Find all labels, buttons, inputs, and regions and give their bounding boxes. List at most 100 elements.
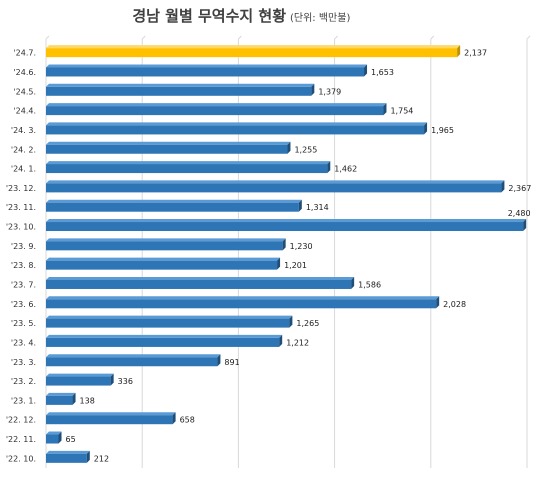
category-label: '23. 4. [11, 338, 36, 347]
value-label: 1,653 [371, 68, 394, 77]
bar-side-face [282, 238, 286, 251]
gridlines [45, 35, 531, 468]
value-label: 1,212 [286, 338, 309, 347]
category-label: '24. 2. [11, 145, 36, 154]
bar-side-face [523, 219, 527, 232]
bar [46, 260, 278, 270]
gridline-top [141, 35, 146, 40]
bar-group [46, 276, 355, 289]
bar-group [46, 199, 302, 212]
bar-group [46, 64, 368, 77]
value-label: 336 [118, 377, 133, 386]
bar-side-face [86, 450, 90, 463]
bar [46, 106, 384, 116]
bar-top-face [46, 373, 114, 377]
bar-side-face [351, 276, 355, 289]
bar-top-face [46, 392, 76, 396]
bar-side-face [287, 141, 291, 154]
category-label: '22. 11. [6, 435, 36, 444]
gridline-top [238, 35, 242, 40]
value-label: 1,754 [390, 107, 413, 116]
bar-side-face [298, 199, 302, 212]
bar-top-face [46, 83, 315, 87]
category-label: '24.5. [13, 87, 36, 96]
bar-top-face [46, 141, 291, 145]
bar-group [46, 431, 62, 444]
category-label: '23. 6. [11, 300, 36, 309]
value-label: 138 [80, 396, 95, 405]
value-label: 2,028 [443, 300, 466, 309]
bar [46, 202, 299, 212]
category-label: '23. 2. [11, 377, 36, 386]
bar-group [46, 354, 221, 367]
bar-top-face [46, 431, 62, 435]
bar-top-face [46, 450, 90, 454]
bar-group [46, 334, 283, 347]
category-label: '23. 7. [11, 280, 36, 289]
bar-top-face [46, 238, 286, 242]
value-label: 1,462 [334, 165, 357, 174]
bar [46, 86, 312, 96]
bar-top-face [46, 334, 283, 338]
bar [46, 48, 458, 58]
bar [46, 241, 283, 251]
bar-side-face [58, 431, 62, 444]
value-label: 658 [180, 416, 195, 425]
bar-top-face [46, 296, 440, 300]
value-label: 212 [94, 454, 109, 463]
value-label: 2,480 [508, 209, 531, 218]
bar-top-face [46, 122, 428, 126]
category-label: '23. 10. [6, 223, 36, 232]
category-label: '23. 1. [11, 396, 36, 405]
category-label: '22. 10. [6, 454, 36, 463]
gridline-top [526, 35, 531, 40]
bar-top-face [46, 315, 293, 319]
category-label: '23. 11. [6, 203, 36, 212]
bar [46, 395, 73, 405]
gridline-top [45, 35, 50, 40]
bar [46, 279, 352, 289]
value-label: 1,230 [290, 242, 313, 251]
bar-side-face [289, 315, 293, 328]
bar-top-face [46, 354, 221, 358]
bar-top-face [46, 180, 505, 184]
bar-group [46, 161, 331, 174]
bar-group [46, 392, 76, 405]
category-label: '24.7. [13, 49, 36, 58]
category-label: '24. 3. [11, 126, 36, 135]
bar-side-face [424, 122, 428, 135]
value-label: 1,265 [296, 319, 319, 328]
bar-side-face [436, 296, 440, 309]
bar-group [46, 373, 114, 386]
bar-top-face [46, 219, 527, 223]
category-label: '23. 8. [11, 261, 36, 270]
bar-side-face [72, 392, 76, 405]
bar-top-face [46, 64, 368, 68]
bar [46, 67, 365, 77]
bar-group [46, 257, 281, 270]
value-label: 65 [66, 435, 76, 444]
bar-top-face [46, 412, 176, 416]
category-label: '23. 12. [6, 184, 36, 193]
category-label: '23. 3. [11, 358, 36, 367]
bar-side-face [383, 103, 387, 116]
bar [46, 318, 290, 328]
bar [46, 299, 437, 309]
bar [46, 376, 111, 386]
bar-group [46, 122, 428, 135]
bar-side-face [279, 334, 283, 347]
bar-group [46, 45, 461, 58]
value-label: 1,586 [358, 280, 381, 289]
bar-side-face [457, 45, 461, 58]
bar-group [46, 103, 387, 116]
value-label: 2,137 [464, 49, 487, 58]
value-label: 1,201 [284, 261, 307, 270]
bar [46, 144, 288, 154]
labels: '24.7. 2,137 '24.6. 1,653 '24.5. 1,379 '24.4. 1… [6, 49, 532, 464]
bar-side-face [501, 180, 505, 193]
bar-group [46, 296, 440, 309]
bar [46, 357, 218, 367]
bar-top-face [46, 257, 281, 261]
value-label: 891 [224, 358, 239, 367]
gridline-top [430, 35, 435, 40]
